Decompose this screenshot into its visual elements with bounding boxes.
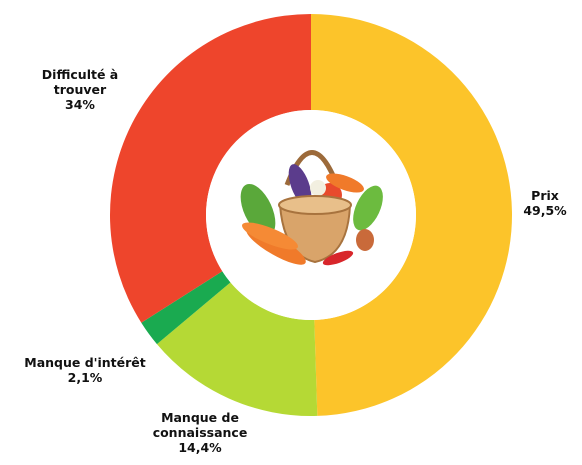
basket-rim [279,196,351,214]
chart: Prix49,5%Manque de connaissance14,4%Manq… [0,0,582,465]
slice-name: Prix [505,188,582,203]
slice-value: 14,4% [140,440,260,455]
slice-value: 49,5% [505,203,582,218]
slice-value: 34% [30,97,130,112]
cauliflower [310,180,326,196]
slice-name: Difficulté à trouver [30,67,130,97]
slice-name: Manque d'intérêt [10,355,160,370]
onion [356,229,374,251]
slice-value: 2,1% [10,370,160,385]
slice-name: Manque de connaissance [140,410,260,440]
